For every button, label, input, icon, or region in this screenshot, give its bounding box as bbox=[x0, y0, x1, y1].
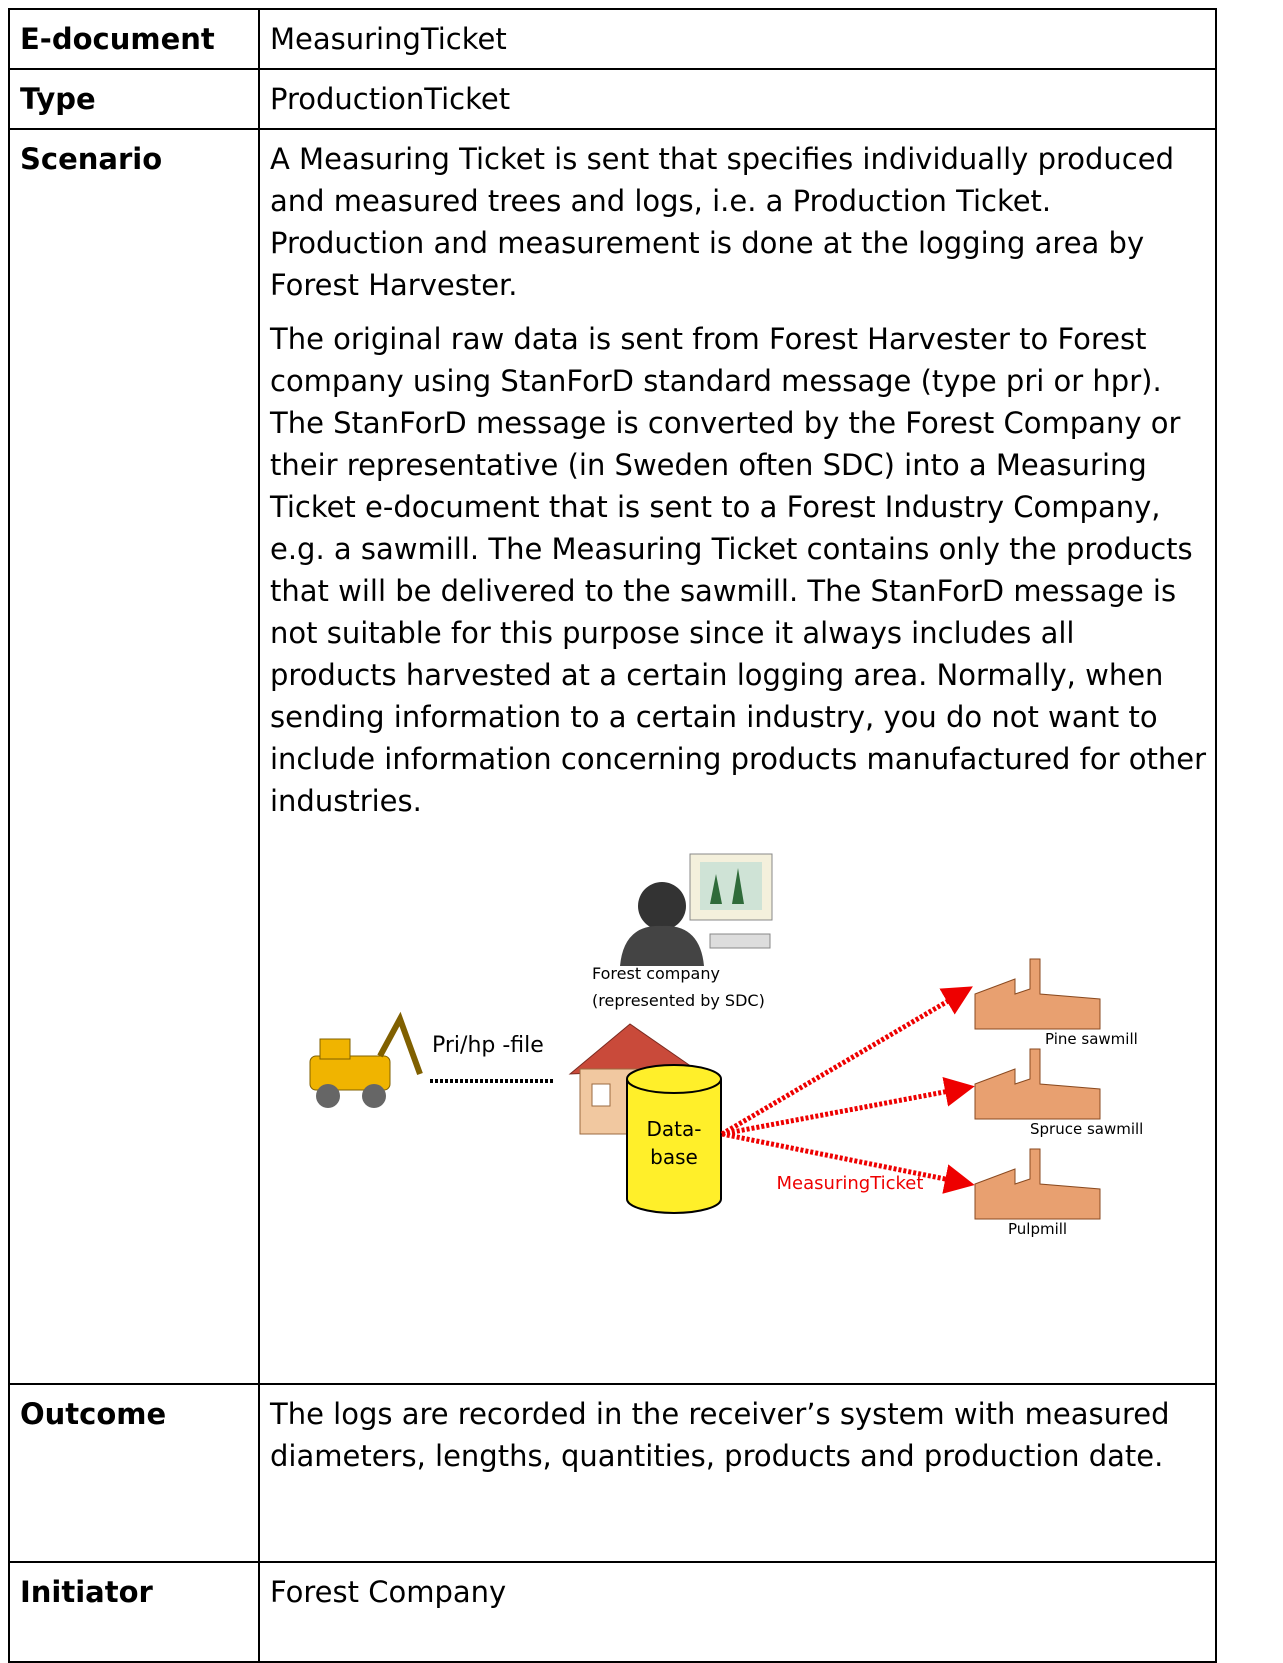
database bbox=[626, 1079, 722, 1214]
mill-icon bbox=[974, 1048, 1101, 1120]
row-value: ProductionTicket bbox=[258, 68, 1217, 130]
window bbox=[591, 1083, 611, 1107]
diagram: Forest company (represented by SDC) Pri/… bbox=[309, 853, 1143, 1238]
row: Scenario A Measuring Ticket is sent that… bbox=[8, 128, 1217, 1385]
label: Pri/hp -file bbox=[432, 1033, 544, 1058]
harvester-cab bbox=[319, 1038, 351, 1060]
row: Initiator Forest Company bbox=[8, 1561, 1217, 1663]
row-label: Initiator bbox=[8, 1561, 260, 1663]
label: Spruce sawmill bbox=[1030, 1120, 1143, 1138]
row-label: Type bbox=[8, 68, 260, 130]
arrows bbox=[720, 986, 975, 1194]
trees bbox=[710, 868, 744, 904]
person-head bbox=[638, 882, 686, 930]
row: Type ProductionTicket bbox=[8, 68, 1217, 130]
arrow bbox=[721, 1077, 975, 1137]
arrow bbox=[720, 986, 973, 1137]
row: Outcome The logs are recorded in the rec… bbox=[8, 1383, 1217, 1563]
person-body bbox=[620, 925, 704, 966]
keyboard bbox=[709, 933, 771, 949]
crane bbox=[377, 1011, 423, 1076]
label: MeasuringTicket bbox=[777, 1173, 924, 1194]
label: Pine sawmill bbox=[1045, 1030, 1138, 1048]
paragraph: The original raw data is sent from Fores… bbox=[270, 322, 1207, 818]
row-label: E-document bbox=[8, 8, 260, 70]
row-value: The logs are recorded in the receiver’s … bbox=[258, 1383, 1217, 1563]
label: (represented by SDC) bbox=[592, 991, 765, 1010]
mill-icon bbox=[974, 1148, 1101, 1220]
mill-icon bbox=[974, 958, 1101, 1030]
screen bbox=[700, 862, 762, 910]
mills bbox=[974, 958, 1101, 1220]
row-label: Outcome bbox=[8, 1383, 260, 1563]
row: E-document MeasuringTicket bbox=[8, 8, 1217, 70]
spec-table: E-document MeasuringTicket Type Producti… bbox=[8, 8, 1217, 1663]
database-top bbox=[626, 1064, 722, 1094]
row-value: Forest Company bbox=[258, 1561, 1217, 1663]
row-value: A Measuring Ticket is sent that specifie… bbox=[258, 128, 1217, 1385]
wheel bbox=[362, 1084, 386, 1108]
wheel bbox=[316, 1084, 340, 1108]
label: Data- bbox=[647, 1117, 702, 1141]
label: Forest company bbox=[592, 964, 720, 983]
row-label: Scenario bbox=[8, 128, 260, 1385]
label: Pulpmill bbox=[1008, 1220, 1067, 1238]
arrow bbox=[721, 1131, 975, 1194]
label: base bbox=[650, 1145, 698, 1169]
paragraph: A Measuring Ticket is sent that specifie… bbox=[270, 142, 1174, 302]
row-value: MeasuringTicket bbox=[258, 8, 1217, 70]
